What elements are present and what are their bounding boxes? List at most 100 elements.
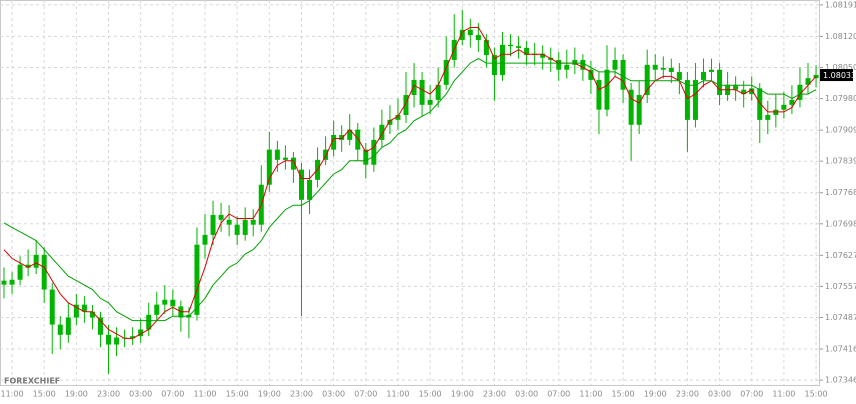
candle-body	[298, 169, 304, 200]
y-tick-label: 1.07909	[825, 126, 856, 135]
candle-body	[379, 124, 385, 140]
candle-body	[355, 129, 361, 150]
x-tick-label: 19:00	[258, 390, 281, 399]
candle-body	[789, 99, 795, 105]
grid	[0, 0, 820, 385]
candle-body	[106, 334, 112, 345]
candle-body	[307, 179, 313, 200]
candle-body	[194, 244, 200, 315]
x-tick-label: 11:00	[772, 390, 795, 399]
candle-body	[146, 314, 152, 330]
candle-body	[700, 71, 706, 80]
candle-body	[403, 95, 409, 116]
candle-body	[491, 55, 497, 76]
candle-body	[114, 337, 120, 345]
x-tick-label: 03:00	[708, 390, 731, 399]
candle-body	[604, 69, 610, 110]
candle-body	[572, 59, 578, 65]
candle-body	[717, 69, 723, 96]
x-tick-label: 15:00	[226, 390, 249, 399]
x-tick-label: 19:00	[451, 390, 474, 399]
candle-body	[1, 280, 7, 285]
candle-body	[266, 149, 272, 185]
candle-body	[620, 59, 626, 90]
candle-body	[660, 67, 666, 70]
candle-body	[57, 324, 63, 335]
y-tick-label: 1.08120	[825, 32, 856, 41]
candle-body	[210, 214, 216, 235]
candle-body	[612, 59, 618, 70]
x-tick-label: 15:00	[33, 390, 56, 399]
watermark: FOREXCHIEF	[4, 377, 60, 386]
candle-body	[33, 254, 39, 268]
candle-body	[387, 119, 393, 125]
y-tick-label: 1.07487	[825, 313, 856, 322]
candle-body	[668, 67, 674, 72]
candle-body	[765, 115, 771, 120]
x-tick-label: 07:00	[161, 390, 184, 399]
moving-average-line	[3, 27, 817, 339]
candle-body	[331, 134, 337, 150]
candle-body	[556, 59, 562, 70]
candle-body	[395, 115, 401, 120]
x-tick-label: 23:00	[290, 390, 313, 399]
candle-body	[234, 224, 240, 235]
candle-body	[73, 304, 79, 318]
x-tick-label: 19:00	[644, 390, 667, 399]
candle-body	[636, 95, 642, 125]
x-tick-label: 23:00	[483, 390, 506, 399]
y-tick-label: 1.07980	[825, 94, 856, 103]
x-tick-label: 03:00	[129, 390, 152, 399]
last-price-box	[820, 69, 853, 82]
y-tick-label: 1.07346	[825, 376, 856, 385]
candle-body	[242, 219, 248, 235]
candle-body	[411, 79, 417, 96]
last-price-label: 1.08033	[823, 71, 856, 80]
x-tick-label: 11:00	[386, 390, 409, 399]
x-tick-label: 19:00	[65, 390, 88, 399]
x-tick-label: 15:00	[805, 390, 828, 399]
candle-body	[274, 149, 280, 160]
candle-body	[419, 79, 425, 105]
candle-body	[25, 264, 31, 268]
candle-body	[580, 59, 586, 70]
candle-body	[749, 88, 755, 95]
candle-body	[41, 254, 47, 290]
candle-body	[797, 84, 803, 100]
x-tick-label: 23:00	[97, 390, 120, 399]
candle-body	[17, 264, 23, 280]
candle-body	[290, 157, 296, 170]
candle-body	[81, 304, 87, 312]
candle-body	[218, 214, 224, 220]
candle-body	[588, 69, 594, 80]
x-tick-label: 11:00	[579, 390, 602, 399]
candle-body	[805, 78, 811, 85]
candle-body	[443, 59, 449, 85]
candle-body	[508, 44, 514, 47]
candle-body	[226, 219, 232, 225]
y-tick-label: 1.08050	[825, 63, 856, 72]
candle-body	[499, 44, 505, 76]
x-tick-label: 03:00	[515, 390, 538, 399]
candle-body	[427, 99, 433, 105]
candle-body	[339, 134, 345, 140]
candle-body	[459, 29, 465, 40]
candle-body	[628, 89, 634, 125]
candle-body	[282, 157, 288, 160]
candle-body	[130, 336, 136, 339]
candle-body	[202, 234, 208, 245]
candle-body	[644, 64, 650, 96]
candle-body	[9, 279, 15, 285]
candle-body	[435, 84, 441, 100]
candle-body	[733, 84, 739, 90]
candle-body	[781, 104, 787, 110]
y-tick-label: 1.07839	[825, 157, 856, 166]
x-tick-label: 03:00	[322, 390, 345, 399]
candle-body	[250, 219, 256, 225]
candle-body	[676, 71, 682, 80]
y-tick-label: 1.07768	[825, 188, 856, 197]
x-tick-label: 07:00	[740, 390, 763, 399]
candle-body	[524, 47, 530, 56]
